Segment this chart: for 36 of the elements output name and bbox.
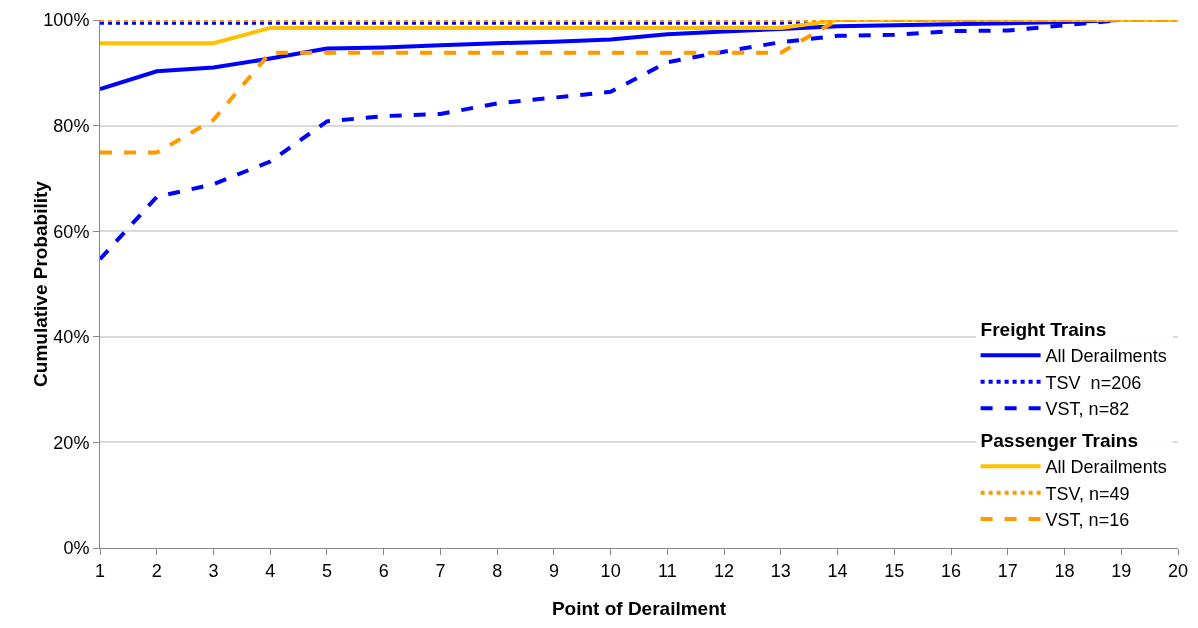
- y-tick-label: 100%: [43, 10, 90, 31]
- annotation: Passenger Trains: [980, 429, 1138, 451]
- x-axis-title: Point of Derailment: [551, 598, 727, 619]
- x-tick-label: 4: [265, 560, 276, 581]
- x-tick-label: 14: [827, 560, 848, 581]
- y-tick-label: 80%: [53, 115, 90, 136]
- x-tick-label: 19: [1111, 560, 1132, 581]
- x-tick-label: 6: [378, 560, 389, 581]
- x-tick-label: 15: [884, 560, 905, 581]
- legend-label: TSV n=206: [1045, 372, 1142, 393]
- legend-label: VST, n=82: [1045, 399, 1130, 420]
- x-tick-label: 13: [770, 560, 791, 581]
- x-tick-label: 7: [435, 560, 446, 581]
- x-tick-label: 3: [208, 560, 219, 581]
- y-tick-label: 20%: [53, 432, 90, 453]
- x-tick-label: 10: [600, 560, 621, 581]
- y-tick-label: 0%: [63, 538, 90, 559]
- x-tick-label: 1: [94, 560, 106, 581]
- y-axis-title: Cumulative Probability: [30, 180, 52, 387]
- x-tick-label: 9: [548, 560, 559, 581]
- x-tick-label: 20: [1167, 560, 1189, 581]
- x-tick-label: 12: [714, 560, 735, 581]
- legend-label: All Derailments: [1045, 346, 1167, 367]
- y-tick-label: 40%: [53, 327, 90, 348]
- y-tick-label: 60%: [53, 221, 90, 242]
- legend-label: TSV, n=49: [1045, 483, 1130, 504]
- x-tick-label: 5: [321, 560, 332, 581]
- x-tick-label: 2: [151, 560, 162, 581]
- x-tick-label: 18: [1054, 560, 1075, 581]
- legend-label: All Derailments: [1045, 457, 1167, 478]
- x-tick-label: 16: [941, 560, 962, 581]
- x-tick-label: 11: [658, 560, 677, 581]
- annotation: Freight Trains: [980, 318, 1107, 340]
- x-tick-label: 8: [492, 560, 503, 581]
- legend-label: VST, n=16: [1045, 510, 1130, 531]
- x-tick-label: 17: [997, 560, 1018, 581]
